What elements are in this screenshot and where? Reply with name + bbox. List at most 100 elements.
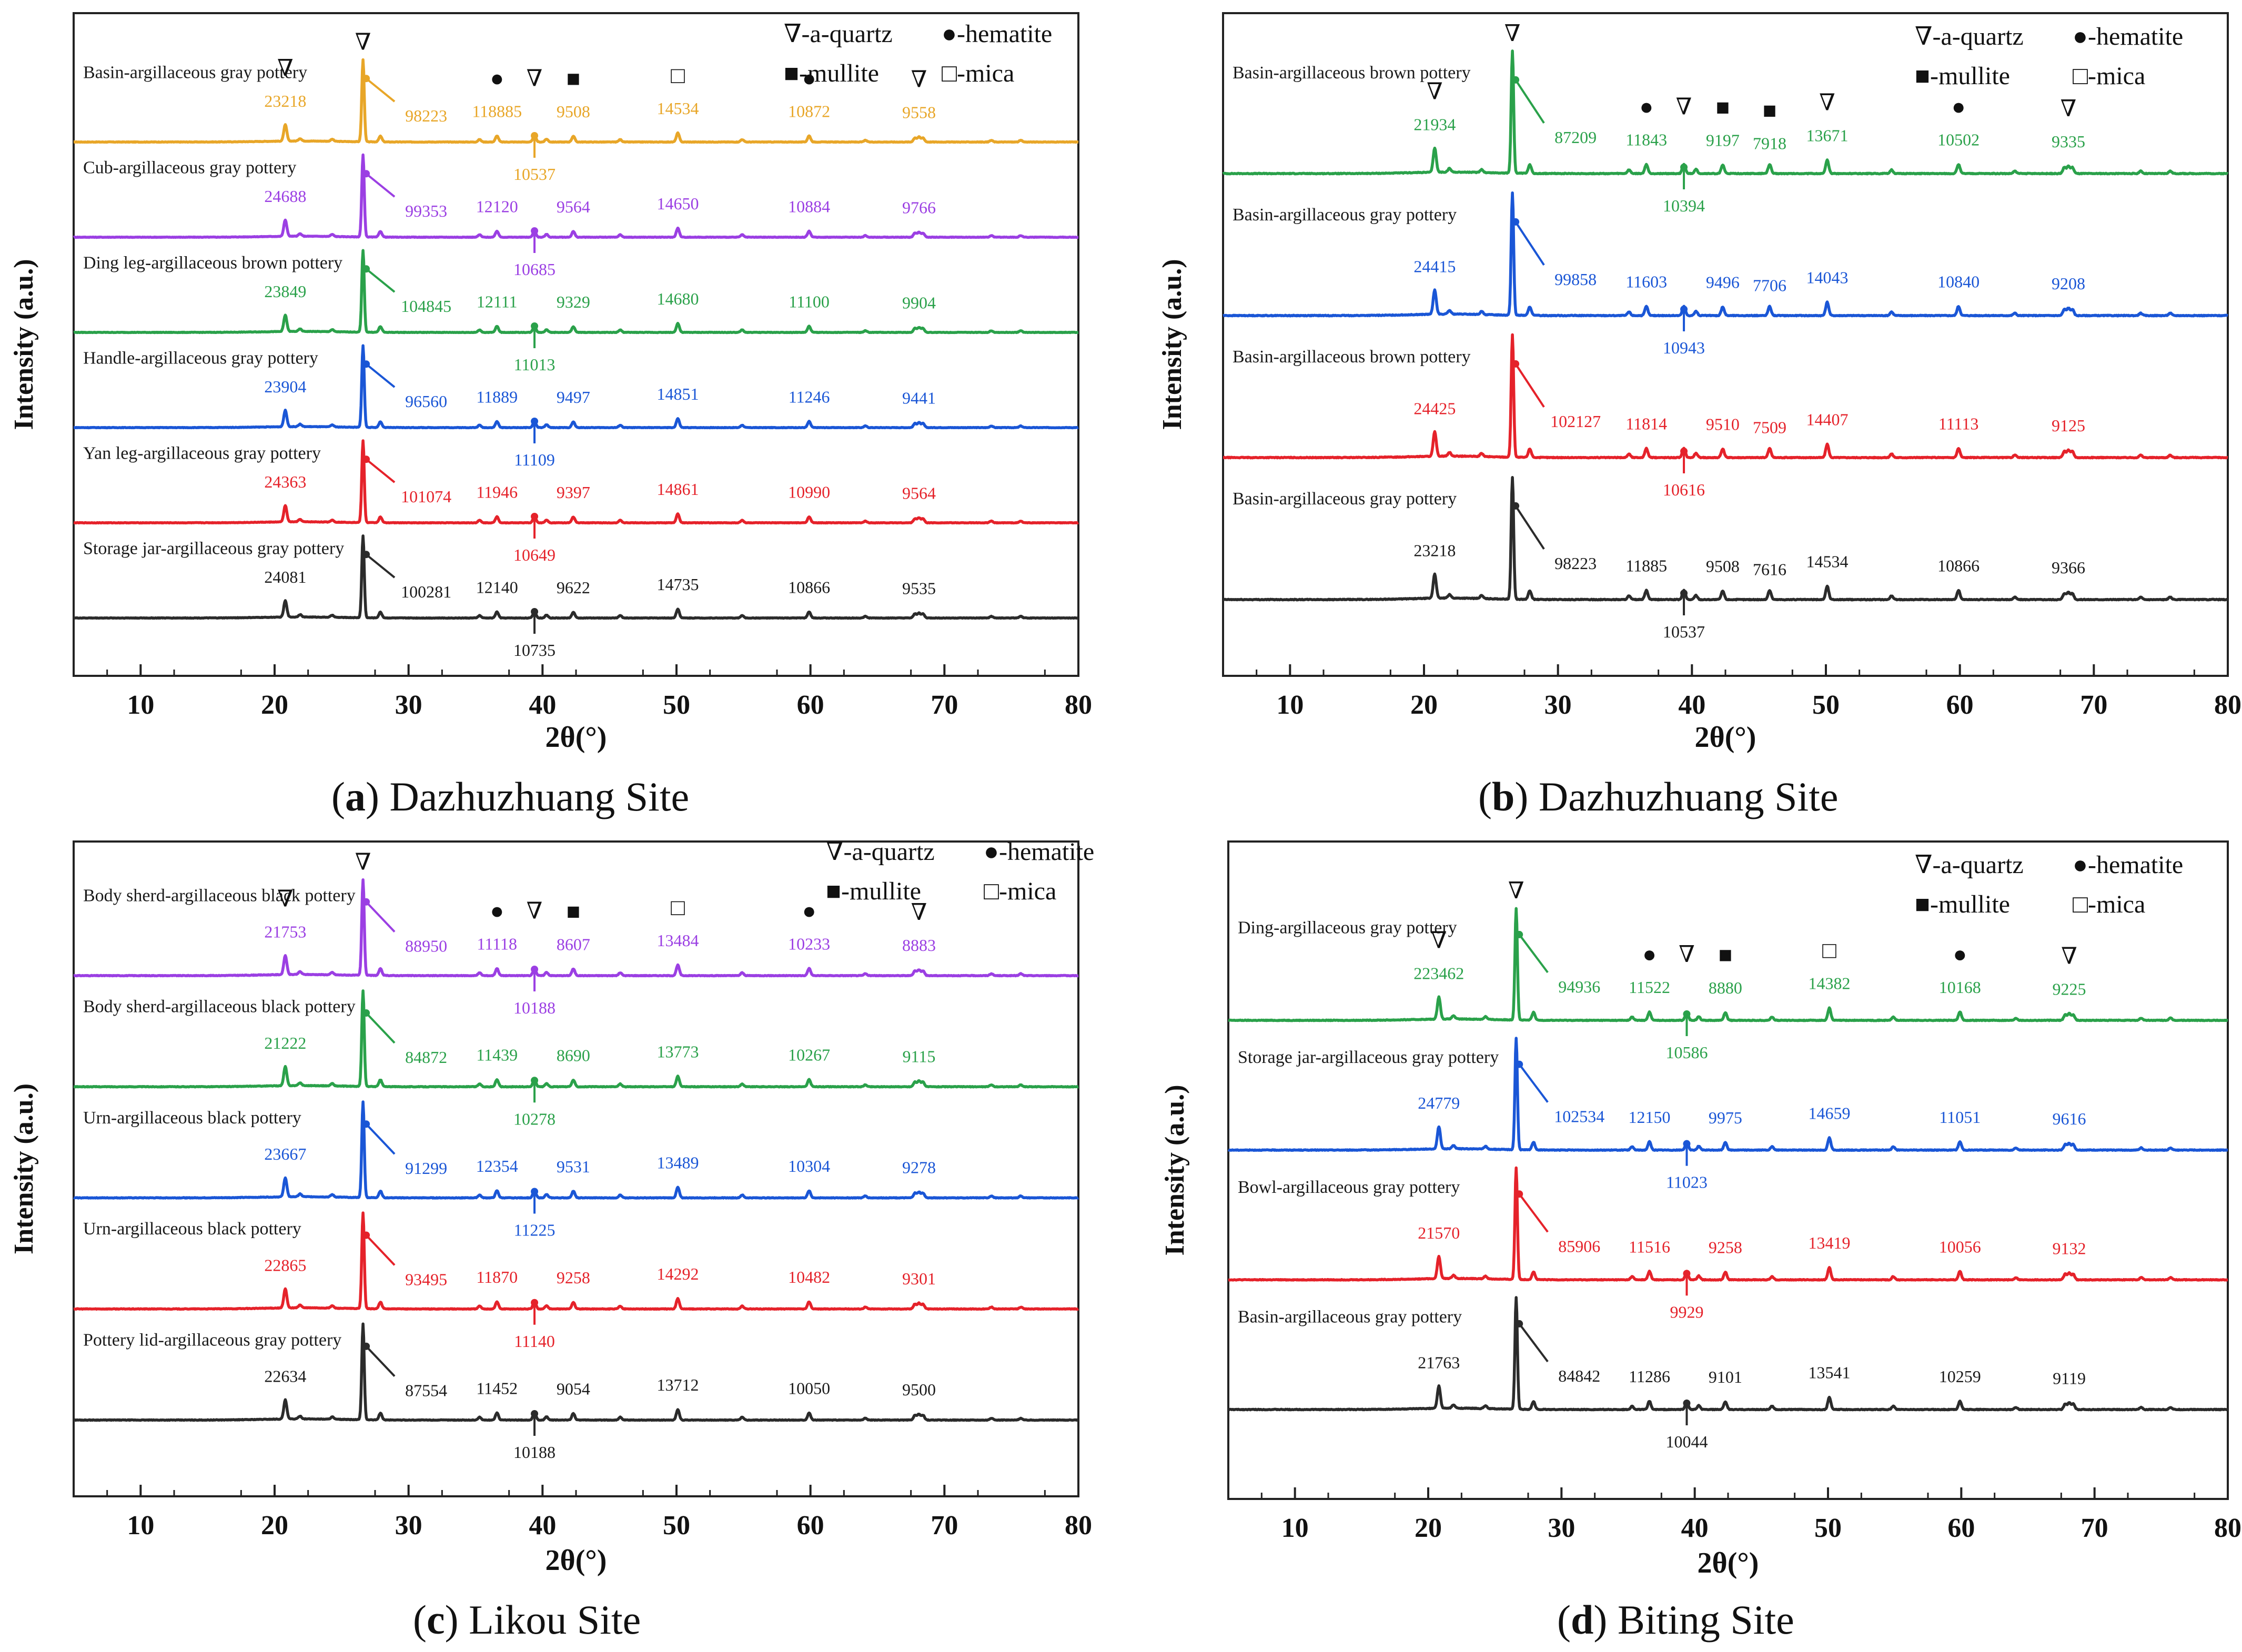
peak-value-label: 21570 xyxy=(1418,1223,1460,1242)
peak-value-label: 11516 xyxy=(1629,1237,1670,1256)
peak-pointer-head xyxy=(531,322,539,330)
peak-value-label: 9564 xyxy=(557,197,590,216)
phase-marker-symbol: □ xyxy=(671,895,685,920)
series-line xyxy=(73,878,1079,978)
x-tick-label: 60 xyxy=(1947,1513,1975,1543)
series-name-label: Ding leg-argillaceous brown pottery xyxy=(83,254,342,273)
peak-value-label: 11885 xyxy=(1625,556,1667,575)
peak-value-label: 11286 xyxy=(1629,1367,1670,1386)
peak-pointer-arrow xyxy=(1518,934,1549,974)
plot-frame xyxy=(1227,840,2229,1500)
phase-marker-symbol: ∇ xyxy=(2061,96,2077,121)
series-line xyxy=(73,439,1079,525)
x-tick-label: 40 xyxy=(529,1511,556,1540)
peak-value-label: 98223 xyxy=(405,106,447,125)
peak-value-label: 10884 xyxy=(788,197,830,216)
x-tick-label: 40 xyxy=(529,690,556,720)
peak-value-label: 11225 xyxy=(514,1221,556,1240)
series-line xyxy=(1227,1296,2229,1412)
peak-value-label: 99858 xyxy=(1554,270,1597,289)
x-tick-label: 40 xyxy=(1681,1513,1709,1543)
x-tick-label: 60 xyxy=(1946,690,1974,720)
series-name-label: Basin-argillaceous brown pottery xyxy=(1233,347,1471,367)
phase-marker-symbol: ● xyxy=(1952,94,1966,120)
legend-entry: ●-hematite xyxy=(2073,851,2183,879)
peak-value-label: 87554 xyxy=(405,1381,447,1400)
phase-marker-symbol: ∇ xyxy=(527,898,543,924)
peak-value-label: 13484 xyxy=(657,931,699,950)
peak-pointer-arrow xyxy=(365,1345,396,1377)
peak-value-label: 14861 xyxy=(657,480,699,499)
peak-value-label: 11452 xyxy=(476,1379,518,1397)
peak-value-label: 12150 xyxy=(1629,1108,1671,1127)
peak-value-label: 23904 xyxy=(264,377,306,396)
x-tick-label: 80 xyxy=(2214,1513,2241,1543)
peak-pointer-head xyxy=(1516,1060,1523,1068)
peak-pointer-arrow xyxy=(365,901,396,933)
legend-entry: □-mica xyxy=(942,59,1014,87)
peak-value-label: 9258 xyxy=(557,1268,590,1287)
series-name-label: Urn-argillaceous black pottery xyxy=(83,1219,301,1239)
peak-pointer-arrow xyxy=(365,458,396,483)
x-tick-label: 70 xyxy=(2080,690,2107,720)
peak-value-label: 9531 xyxy=(557,1157,590,1176)
peak-value-label: 24425 xyxy=(1413,399,1456,418)
peak-value-label: 7706 xyxy=(1753,276,1786,295)
peak-value-label: 10586 xyxy=(1665,1043,1708,1062)
peak-pointer-head xyxy=(531,1077,539,1085)
panel-a-chart: 10 20 30 40 50 60 70 80 2θ(°) Intensity (a.u.) ∇-a… xyxy=(9,12,1092,754)
peak-value-label: 7616 xyxy=(1753,560,1786,579)
caption-letter: b xyxy=(1491,774,1515,819)
peak-value-label: 10840 xyxy=(1937,272,1980,291)
peak-pointer-head xyxy=(1680,590,1688,597)
x-tick-label: 50 xyxy=(663,690,690,720)
phase-marker-symbol: ∇ xyxy=(2061,943,2077,969)
phase-marker-symbol: □ xyxy=(671,63,685,88)
peak-value-label: 10278 xyxy=(513,1109,556,1128)
phase-marker-symbol: ● xyxy=(1639,94,1653,120)
peak-value-label: 21753 xyxy=(264,923,306,941)
peak-value-label: 9975 xyxy=(1709,1108,1742,1127)
peak-pointer-head xyxy=(1683,1400,1691,1407)
peak-value-label: 11013 xyxy=(514,355,556,374)
y-axis-title: Intensity (a.u.) xyxy=(9,1083,39,1254)
peak-value-label: 9508 xyxy=(1706,557,1740,576)
peak-pointer-head xyxy=(531,608,539,615)
series-name-label: Body sherd-argillaceous black pottery xyxy=(83,997,356,1017)
series-name-label: Basin-argillaceous gray pottery xyxy=(83,63,307,83)
peak-value-label: 11140 xyxy=(514,1332,555,1351)
caption-title: Dazhuzhuang Site xyxy=(389,774,690,819)
peak-pointer-head xyxy=(531,1299,539,1306)
legend-entry: ∇-a-quartz xyxy=(1915,23,2024,50)
y-axis-title: Intensity (a.u.) xyxy=(1157,259,1187,430)
peak-pointer-head xyxy=(362,1231,370,1239)
caption-title: Likou Site xyxy=(469,1597,641,1643)
x-tick-label: 80 xyxy=(1065,690,1092,720)
peak-pointer-head xyxy=(531,418,539,425)
peak-value-label: 11603 xyxy=(1625,272,1667,291)
legend-entry: ■-mullite xyxy=(1915,62,2010,90)
x-tick-label: 40 xyxy=(1678,690,1705,720)
peak-value-label: 14382 xyxy=(1809,974,1851,993)
peak-pointer-head xyxy=(362,1120,370,1128)
peak-pointer-head xyxy=(362,75,370,83)
phase-marker-symbol: ■ xyxy=(1719,942,1733,968)
peak-pointer-head xyxy=(362,455,370,463)
peak-value-label: 10943 xyxy=(1663,338,1705,357)
panel-c-chart: 10 20 30 40 50 60 70 80 2θ(°) Intensity (a.u.) ∇-a… xyxy=(9,838,1094,1577)
series-name-label: Basin-argillaceous gray pottery xyxy=(1238,1308,1462,1327)
peak-value-label: 11843 xyxy=(1625,130,1667,149)
series-name-label: Handle-argillaceous gray pottery xyxy=(83,349,318,368)
series-line xyxy=(1227,907,2229,1022)
peak-pointer-head xyxy=(531,132,539,139)
peak-value-label: 12111 xyxy=(477,292,518,311)
legend-entry: ●-hematite xyxy=(2073,23,2183,50)
legend-entry: ●-hematite xyxy=(984,838,1094,866)
peak-value-label: 9197 xyxy=(1706,131,1740,150)
peak-value-label: 9441 xyxy=(902,389,936,408)
series-name-label: Ding-argillaceous gray pottery xyxy=(1238,918,1457,938)
panel-b-chart: 10 20 30 40 50 60 70 80 2θ(°) Intensity (a.u.) ∇-a… xyxy=(1157,12,2241,754)
series-line xyxy=(1227,1037,2229,1152)
peak-value-label: 8880 xyxy=(1709,978,1742,997)
legend-entry: ■-mullite xyxy=(784,59,879,87)
